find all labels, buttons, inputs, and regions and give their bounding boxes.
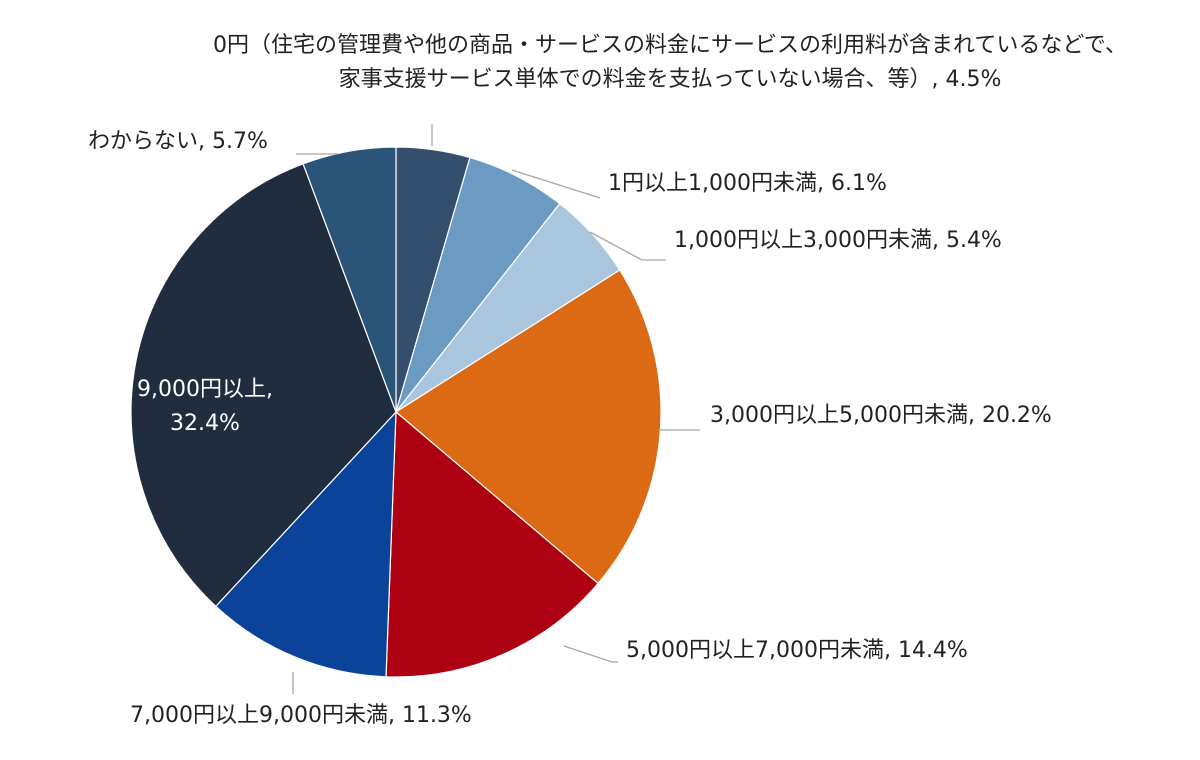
pie-slice-8: [302, 146, 397, 413]
slice-label-7: 9,000円以上, 32.4%: [137, 377, 273, 436]
slice-label-7-line-2: 32.4%: [170, 411, 240, 436]
leader-line-5: [563, 645, 618, 663]
slice-label-7-line-1: 9,000円以上,: [137, 377, 273, 402]
slice-label-4-line-1: 3,000円以上5,000円未満, 20.2%: [710, 403, 1052, 428]
slice-label-1-line-2: 家事支援サービス単体での料金を支払っていない場合、等）, 4.5%: [339, 67, 1002, 92]
slice-label-1: 0円（住宅の管理費や他の商品・サービスの料金にサービスの利用料が含まれているなど…: [213, 33, 1127, 92]
slice-label-3: 1,000円以上3,000円未満, 5.4%: [674, 228, 1002, 253]
slice-label-6: 7,000円以上9,000円未満, 11.3%: [130, 703, 472, 728]
leader-line-3: [589, 231, 666, 261]
slice-label-8-line-1: わからない, 5.7%: [88, 129, 268, 154]
pie-slice-5: [385, 410, 599, 678]
pie-slice-7: [130, 163, 397, 608]
slice-label-3-line-1: 1,000円以上3,000円未満, 5.4%: [674, 228, 1002, 253]
slice-label-1-line-1: 0円（住宅の管理費や他の商品・サービスの料金にサービスの利用料が含まれているなど…: [213, 33, 1127, 58]
pie-slices: [130, 146, 662, 678]
slice-label-2: 1円以上1,000円未満, 6.1%: [608, 171, 887, 196]
slice-label-6-line-1: 7,000円以上9,000円未満, 11.3%: [130, 703, 472, 728]
pie-labels: 0円（住宅の管理費や他の商品・サービスの料金にサービスの利用料が含まれているなど…: [88, 33, 1127, 728]
slice-label-8: わからない, 5.7%: [88, 129, 268, 154]
pie-slice-6: [214, 410, 397, 678]
leader-line-2: [511, 169, 601, 199]
slice-label-5-line-1: 5,000円以上7,000円未満, 14.4%: [626, 638, 968, 663]
slice-label-5: 5,000円以上7,000円未満, 14.4%: [626, 638, 968, 663]
slice-label-4: 3,000円以上5,000円未満, 20.2%: [710, 403, 1052, 428]
slice-label-2-line-1: 1円以上1,000円未満, 6.1%: [608, 171, 887, 196]
